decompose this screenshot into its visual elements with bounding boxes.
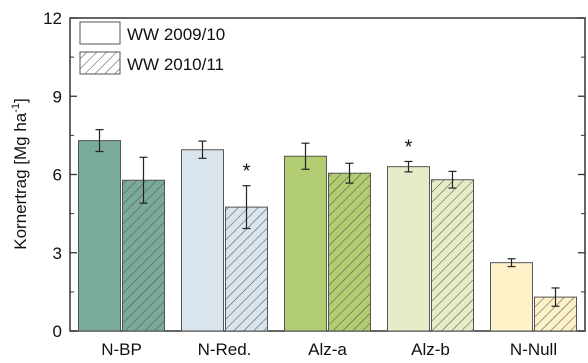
bar-Alz-a-series-2 (328, 172, 371, 332)
x-tick-label: N-Red. (198, 340, 252, 359)
legend-label-series-2: WW 2010/11 (127, 55, 224, 74)
bar-N-Null-series-1 (490, 262, 533, 332)
significance-star: * (405, 136, 413, 158)
bars-group (78, 140, 577, 332)
y-axis-label-unit-exponent: -1 (10, 103, 22, 113)
y-tick-label: 3 (53, 244, 62, 263)
bar-Alz-b-series-1 (387, 166, 430, 332)
error-bars-group (95, 129, 560, 307)
x-tick-label: Alz-a (308, 340, 347, 359)
legend-swatch-solid (79, 21, 121, 45)
bar-Alz-b-series-2 (431, 179, 474, 332)
legend-label-series-1: WW 2009/10 (127, 25, 225, 44)
y-tick-label: 0 (53, 322, 62, 341)
bar-Alz-a-series-1 (284, 155, 327, 332)
y-tick-label: 12 (43, 9, 62, 28)
bar-N-BP-series-1 (78, 140, 121, 332)
x-tick-label: N-Null (510, 340, 557, 359)
legend-swatch-hatched (79, 51, 121, 75)
y-axis-label: Kornertrag [Mg ha-1] (10, 98, 30, 250)
x-tick-label: Alz-b (411, 340, 450, 359)
significance-star: * (243, 161, 251, 183)
y-tick-label: 9 (53, 87, 62, 106)
y-tick-label: 6 (53, 166, 62, 185)
x-axis: N-BP N-Red. Alz-a Alz-b N-Null (101, 340, 557, 359)
legend: WW 2009/10 WW 2010/11 (79, 21, 225, 75)
y-axis: 0 3 6 9 12 (43, 9, 585, 341)
significance-markers: ** (243, 136, 413, 182)
x-tick-label: N-BP (101, 340, 142, 359)
bar-N-Red.-series-1 (181, 149, 224, 332)
